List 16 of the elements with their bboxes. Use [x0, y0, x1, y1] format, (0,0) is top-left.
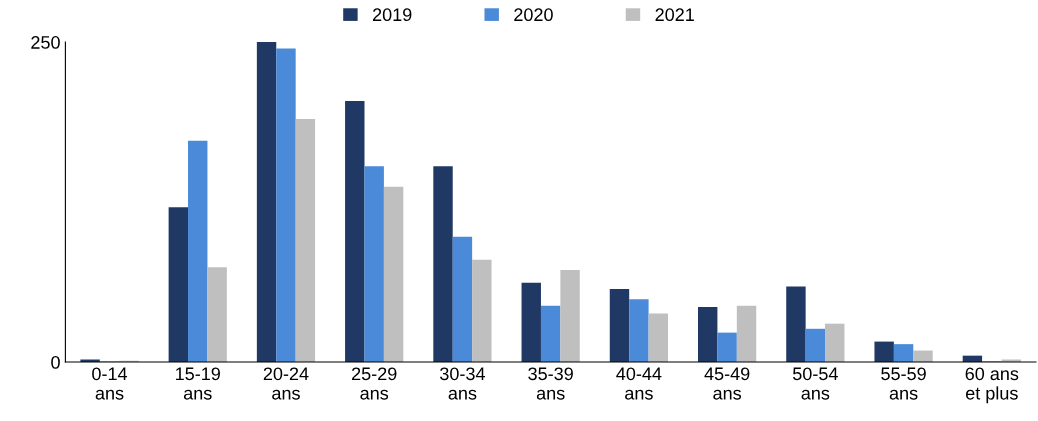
x-tick-label: 55-59 ans: [881, 367, 926, 400]
x-tick-label: 0-14 ans: [92, 367, 128, 400]
x-tick-label: 30-34 ans: [440, 367, 485, 400]
x-tick-label: 50-54 ans: [792, 367, 838, 400]
x-tick-label: 45-49 ans: [704, 367, 750, 400]
y-tick-label: 0: [51, 355, 60, 369]
x-tick-label: 15-19 ans: [176, 367, 220, 400]
legend-label: 2019: [373, 8, 412, 22]
legend-label: 2020: [514, 8, 553, 22]
x-tick-label: 35-39 ans: [528, 367, 573, 400]
x-tick-label: 60 ans et plus: [965, 367, 1019, 404]
legend-label: 2021: [655, 8, 694, 22]
y-tick-label: 250: [31, 36, 60, 49]
x-tick-label: 40-44 ans: [616, 367, 662, 400]
x-tick-label: 20-24 ans: [263, 367, 309, 400]
x-tick-label: 25-29 ans: [352, 367, 397, 400]
